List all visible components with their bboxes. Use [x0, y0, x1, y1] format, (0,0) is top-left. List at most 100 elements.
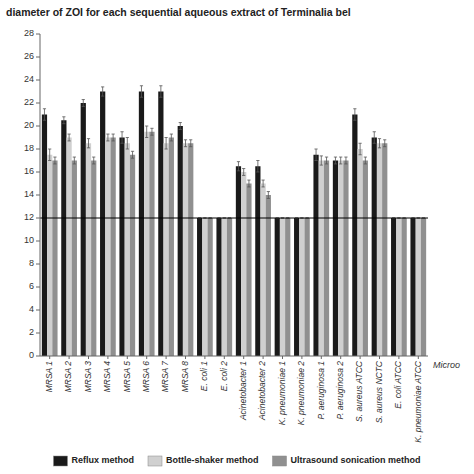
legend-swatch: [53, 456, 67, 466]
y-tick: [36, 126, 40, 127]
bar: [111, 138, 116, 357]
bar: [241, 172, 246, 356]
error-bar: [43, 109, 46, 121]
error-bar: [159, 86, 162, 98]
bar: [169, 138, 174, 357]
x-tick: [69, 356, 70, 359]
y-tick: [36, 310, 40, 311]
x-tick-label: MRSA 6: [141, 361, 151, 393]
error-bar: [325, 157, 328, 164]
error-bar: [62, 117, 65, 124]
bar: [299, 218, 304, 356]
x-tick: [243, 356, 244, 359]
error-bar: [112, 134, 115, 141]
error-bar: [314, 149, 317, 161]
error-bar: [106, 134, 109, 141]
x-tick-label: MRSA 2: [63, 361, 73, 393]
bar: [216, 218, 221, 356]
legend: Reflux methodBottle-shaker methodUltraso…: [53, 455, 420, 466]
bar: [294, 218, 299, 356]
chart: diameter of ZOI for each sequential aque…: [0, 0, 474, 474]
error-bar: [101, 87, 104, 96]
error-bar: [140, 86, 143, 98]
bar: [275, 218, 280, 356]
x-tick: [360, 356, 361, 359]
error-bar: [53, 157, 56, 164]
error-bar: [247, 180, 250, 187]
x-tick-label: Acinetobacter 2: [257, 361, 267, 421]
error-bar: [145, 126, 148, 138]
bar: [222, 218, 227, 356]
error-bar: [165, 138, 168, 150]
error-bar: [68, 134, 71, 141]
annotation: Microo: [433, 360, 460, 370]
error-bar: [256, 161, 259, 173]
legend-label: Ultrasound sonication method: [291, 455, 421, 465]
bar: [125, 143, 130, 356]
bar: [255, 166, 260, 356]
x-tick-label: K. pneumoniae ATCC: [413, 360, 423, 443]
error-bar: [48, 149, 51, 161]
y-tick-label: 6: [29, 281, 34, 291]
x-tick: [146, 356, 147, 359]
bar: [324, 161, 329, 357]
x-tick-label: MRSA 8: [180, 361, 190, 393]
error-bar: [237, 162, 240, 171]
error-bars: [43, 86, 415, 218]
x-tick: [127, 356, 128, 359]
x-tick-label: P. aeruginosa 1: [316, 361, 326, 420]
error-bars: [48, 126, 420, 218]
bar: [372, 138, 377, 357]
x-tick-label: MRSA 4: [102, 361, 112, 393]
series: [52, 132, 426, 356]
x-tick: [340, 356, 341, 359]
y-tick: [36, 241, 40, 242]
error-bar: [339, 157, 342, 164]
bar: [183, 143, 188, 356]
bar: [260, 184, 265, 357]
x-tick: [204, 356, 205, 359]
y-tick: [36, 34, 40, 35]
y-tick-label: 20: [24, 120, 34, 130]
error-bar: [120, 132, 123, 144]
bar: [363, 161, 368, 357]
y-tick-label: 12: [24, 212, 34, 222]
x-tick-label: Acinetobacter 1: [238, 361, 248, 421]
bar: [61, 120, 66, 356]
y-tick: [36, 287, 40, 288]
bar: [421, 218, 426, 356]
bar: [416, 218, 421, 356]
x-tick: [398, 356, 399, 359]
bar: [343, 161, 348, 357]
y-tick-label: 16: [24, 166, 34, 176]
legend-item: Reflux method: [53, 455, 134, 466]
bar: [396, 218, 401, 356]
bar: [208, 218, 213, 356]
bar: [81, 103, 86, 356]
error-bar: [353, 109, 356, 121]
x-tick-label: P. aeruginosa 2: [335, 361, 345, 420]
page: {"chart_data": { "type": "bar", "title":…: [0, 0, 474, 474]
y-tick-label: 26: [24, 51, 34, 61]
bar: [285, 218, 290, 356]
bar: [391, 218, 396, 356]
bar: [42, 115, 47, 357]
y-tick: [36, 149, 40, 150]
bar: [357, 149, 362, 356]
bar: [178, 126, 183, 356]
y-tick-label: 0: [29, 350, 34, 360]
error-bar: [267, 192, 270, 199]
bar: [280, 218, 285, 356]
x-tick: [107, 356, 108, 359]
legend-swatch: [148, 456, 162, 466]
bar: [47, 155, 52, 356]
x-tick-label: E. coli 2: [219, 361, 229, 392]
x-axis-line: [40, 356, 428, 357]
bar: [100, 92, 105, 357]
bar: [130, 155, 135, 356]
x-tick: [88, 356, 89, 359]
error-bar: [82, 100, 85, 107]
y-axis: 0246810121416182022242628: [24, 28, 40, 360]
error-bar: [378, 139, 381, 148]
bar: [313, 155, 318, 356]
